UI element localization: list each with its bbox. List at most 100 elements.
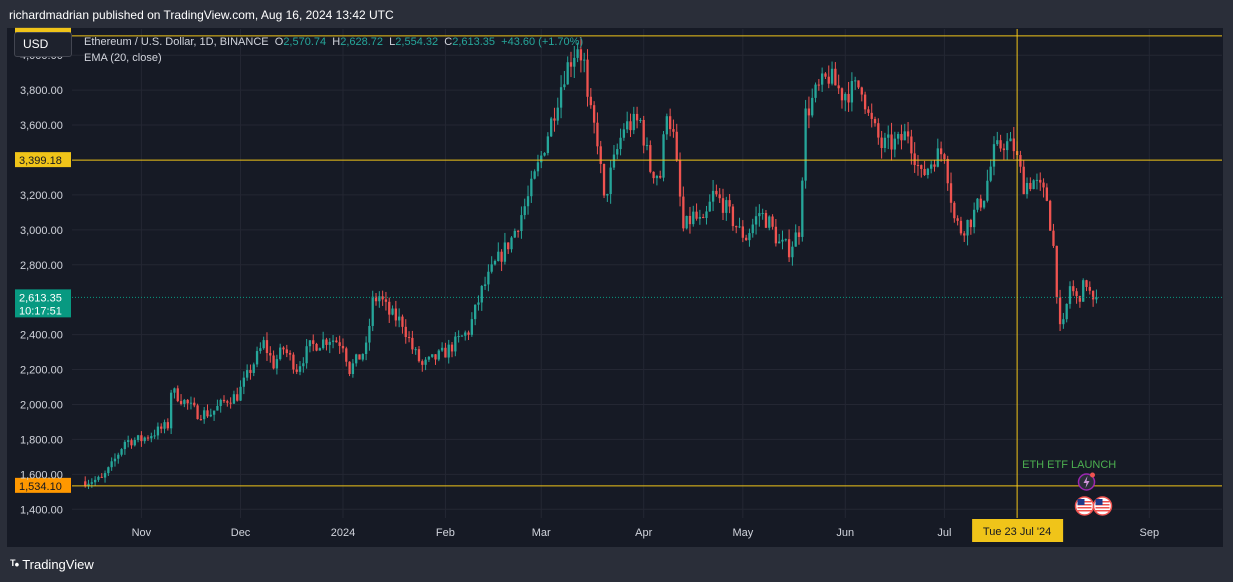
candle-up [483,276,487,290]
level-label-badge: 1,534.10 [15,477,71,493]
candle-body [586,59,589,97]
candle-down [516,229,520,238]
candle-body [599,146,602,164]
candle-up [530,170,533,203]
candle-down [1039,172,1042,191]
candle-body [550,118,553,137]
candle-down [867,106,870,116]
candle-down [672,119,675,138]
candle-down [963,231,966,243]
candle-body [979,198,982,208]
candle-up [212,410,216,421]
low-value: 2,554.32 [395,36,439,48]
candle-up [854,76,857,90]
candle-body [721,198,725,213]
candle-body [259,348,262,352]
y-tick-label: 1,800.00 [20,434,63,446]
last-price-bg [15,289,71,318]
candle-body [728,200,731,207]
candle-up [1062,312,1065,329]
candle-down [193,397,196,408]
candle-up [830,61,834,86]
candle-body [953,202,956,219]
candle-body [1065,303,1068,320]
grid-lines [72,29,1222,518]
candle-up [966,219,969,246]
candle-body [516,230,520,232]
candle-up [1025,177,1029,199]
candle-body [348,361,351,375]
candle-body [199,419,203,421]
footer-brand[interactable]: ᵀ• TradingView [10,557,94,572]
candle-body [239,386,242,401]
candle-up [447,339,450,364]
candle-down [199,414,203,421]
candle-body [401,316,404,327]
candle-down [325,337,328,351]
candle-down [652,171,655,184]
candle-up [437,349,440,362]
candle-body [791,246,794,258]
candle-down [569,51,573,78]
candle-up [536,154,540,177]
indicator-legend[interactable]: EMA (20, close) [84,52,162,64]
candle-body [972,209,976,228]
candle-down [933,159,936,172]
candle-body [837,85,840,89]
candle-up [768,215,771,231]
candle-body [411,337,414,350]
symbol-name[interactable]: Ethereum / U.S. Dollar, 1D, BINANCE [84,36,269,48]
candle-up [784,238,787,242]
candle-body [203,410,206,420]
currency-selector[interactable]: USD [14,32,72,57]
candle-down [450,341,454,358]
candle-up [328,338,331,354]
candle-body [579,49,583,61]
candle-up [748,228,751,247]
candle-body [969,219,973,228]
candle-body [695,211,698,219]
candle-body [107,467,110,474]
candle-body [160,426,163,429]
eth-etf-annotation: ETH ETF LAUNCH [1022,459,1116,471]
candle-up [464,330,467,341]
candle-up [606,193,609,202]
candle-up [655,174,659,186]
candle-down [870,103,873,128]
candle-body [754,216,758,225]
candle-body [133,440,136,446]
change-value: +43.60 (+1.70%) [501,36,584,48]
candle-body [811,97,814,116]
candle-body [840,88,844,101]
candle-up [440,342,444,352]
candle-up [612,145,616,171]
candle-up [173,387,176,399]
candle-down [702,213,705,219]
candle-up [794,224,797,247]
level-label: 1,534.10 [19,481,62,493]
candle-body [692,211,695,225]
candle-body [725,200,728,213]
candle-down [1049,199,1052,231]
candle-up [761,208,764,220]
candle-body [275,359,279,369]
candle-up [245,364,249,381]
candle-body [976,198,979,210]
candle-body [318,348,322,351]
last-price-label: 2,613.35 [19,292,62,304]
candle-body [288,353,292,355]
candle-body [282,347,285,350]
candle-down [916,155,920,176]
x-tick-label: Jul [937,527,951,539]
candle-up [308,340,312,353]
candle-body [450,344,454,352]
candle-down [668,108,672,137]
y-tick-label: 2,200.00 [20,365,63,377]
chart-frame[interactable] [7,28,1223,547]
candle-down [744,234,748,241]
candle-body [226,401,229,403]
candle-body [939,148,943,155]
candle-down [176,385,179,403]
candle-body [242,377,245,387]
